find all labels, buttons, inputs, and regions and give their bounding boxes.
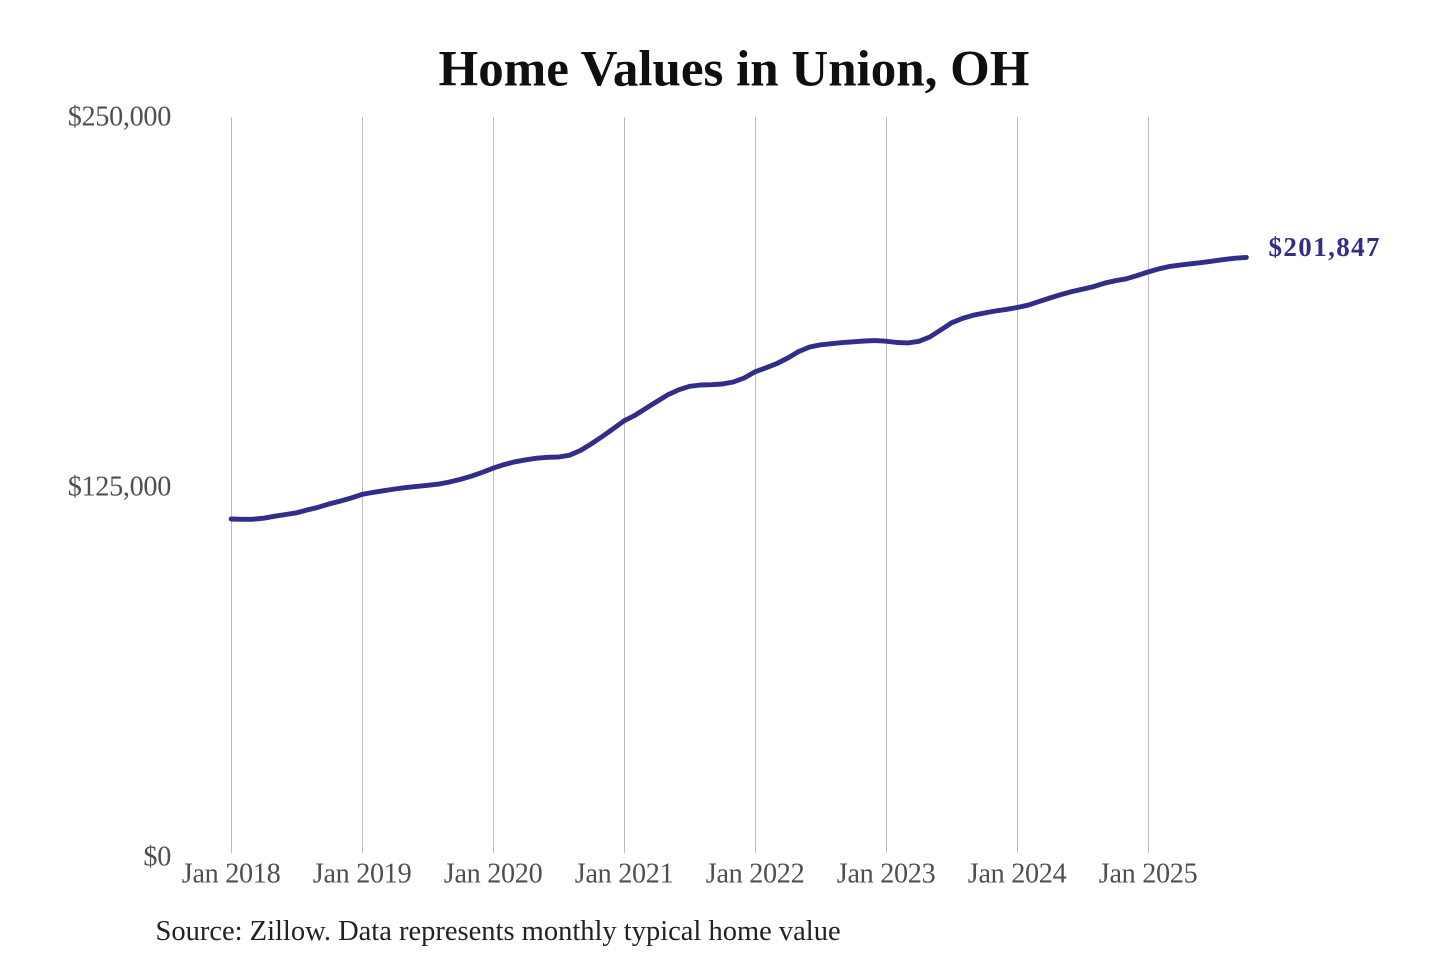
- svg-text:$125,000: $125,000: [68, 472, 172, 503]
- svg-text:Source: Zillow. Data represent: Source: Zillow. Data represents monthly …: [156, 916, 841, 947]
- svg-text:Jan 2021: Jan 2021: [575, 859, 674, 890]
- svg-text:Jan 2018: Jan 2018: [182, 859, 281, 890]
- svg-text:Jan 2023: Jan 2023: [837, 859, 936, 890]
- svg-text:$201,847: $201,847: [1269, 232, 1381, 262]
- svg-text:$250,000: $250,000: [68, 102, 172, 133]
- svg-text:Jan 2024: Jan 2024: [968, 859, 1067, 890]
- svg-text:Jan 2019: Jan 2019: [313, 859, 412, 890]
- svg-text:Jan 2020: Jan 2020: [444, 859, 543, 890]
- svg-text:$0: $0: [143, 842, 171, 873]
- svg-text:Home Values in Union, OH: Home Values in Union, OH: [439, 42, 1030, 98]
- svg-text:Jan 2025: Jan 2025: [1099, 859, 1198, 890]
- svg-text:Jan 2022: Jan 2022: [706, 859, 805, 890]
